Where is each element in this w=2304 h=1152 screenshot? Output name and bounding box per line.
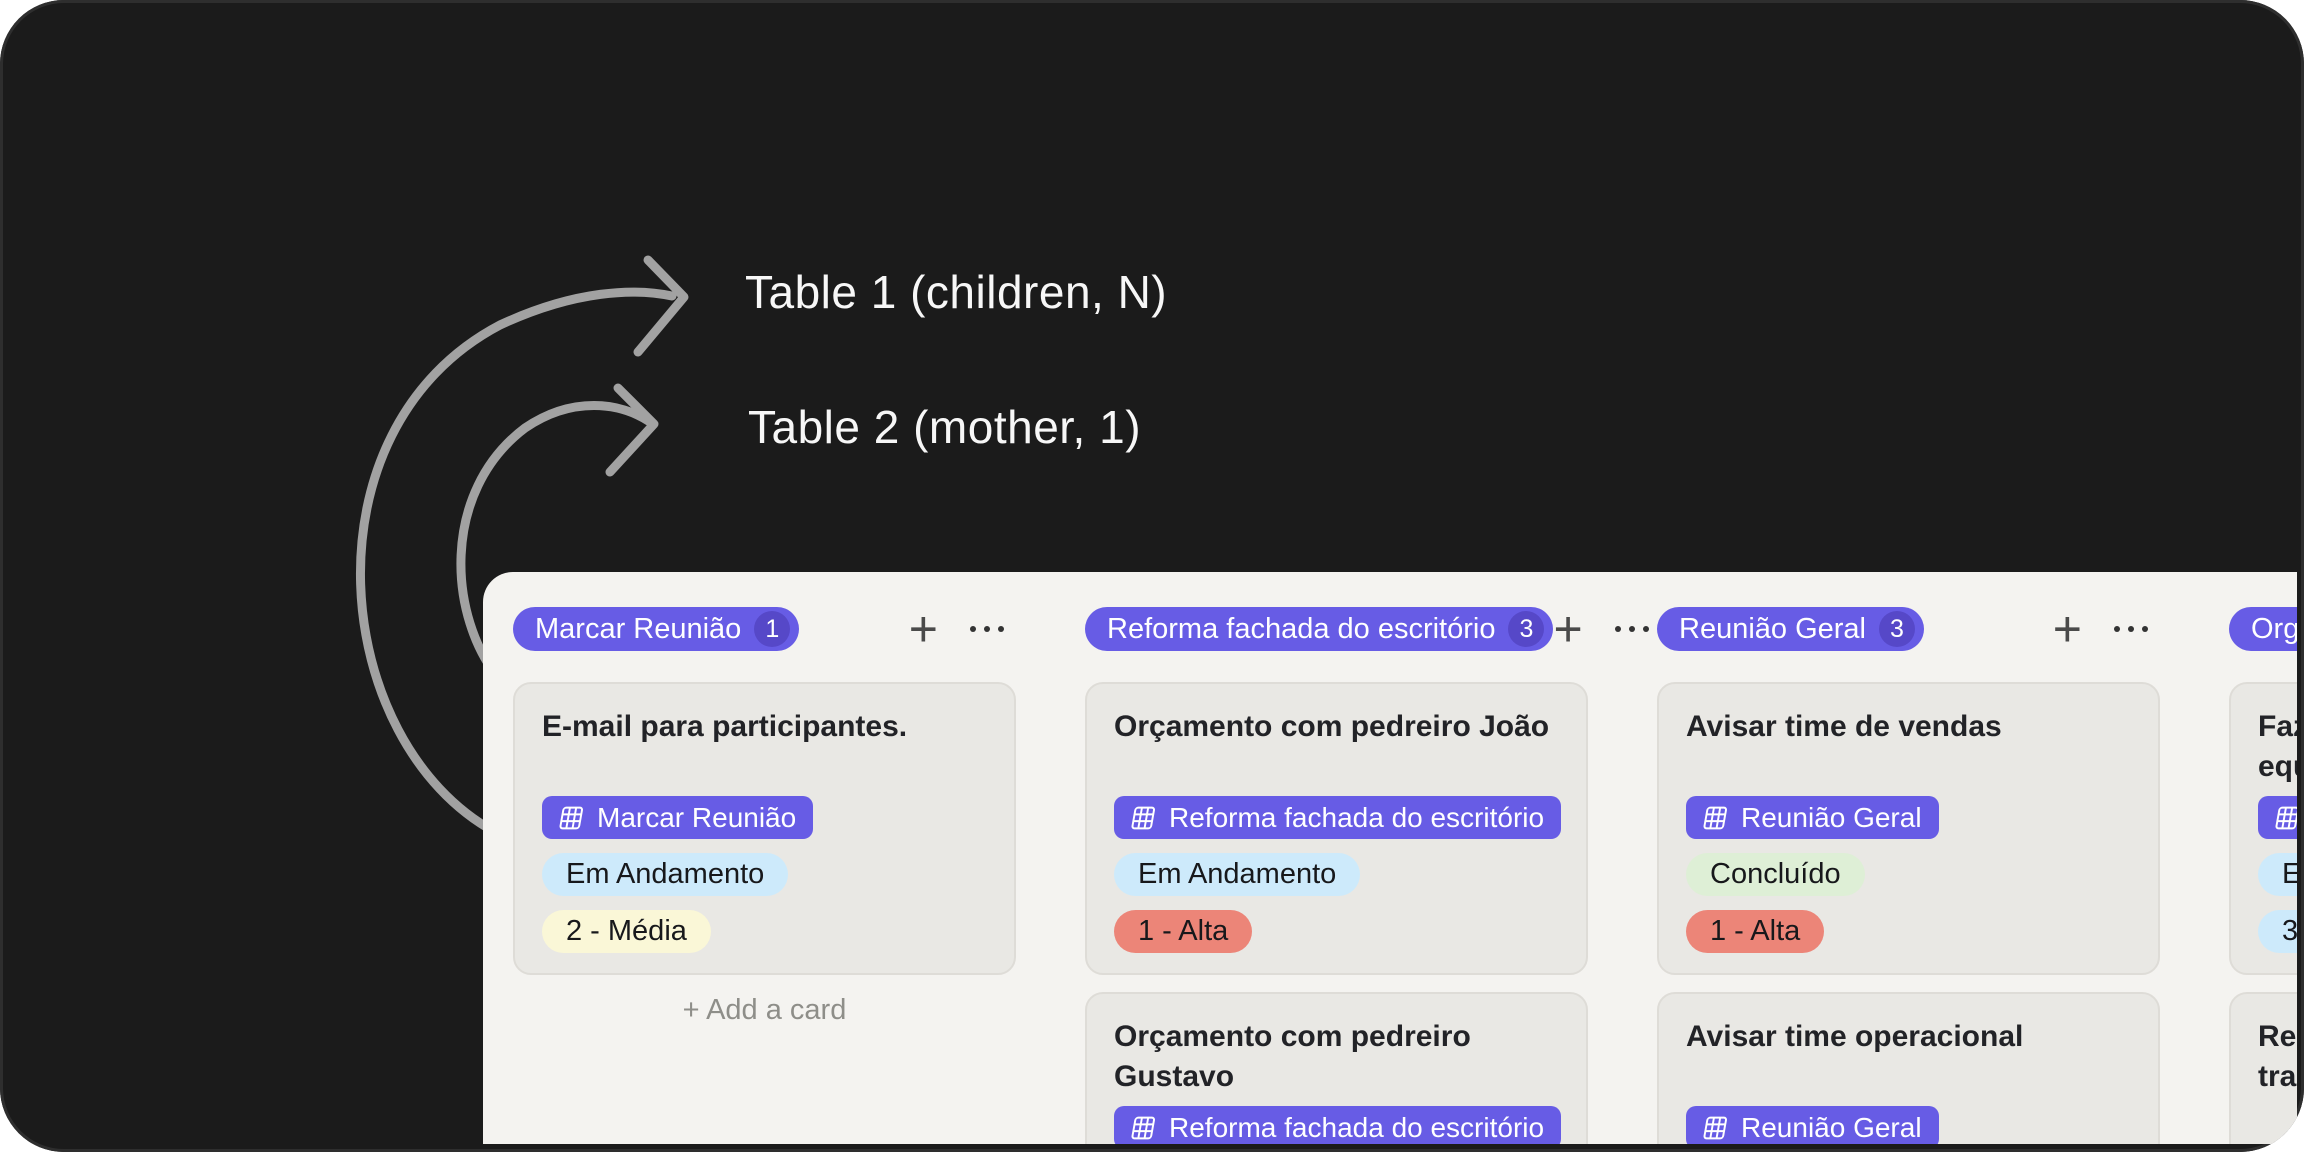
- kanban-column-reforma-fachada: Reforma fachada do escritório 3 + Orçame…: [1085, 601, 1649, 1144]
- kanban-column-organizar: Organizar + Fazer equipe: [2229, 607, 2297, 1144]
- card[interactable]: Avisar time de vendas Reunião Geral: [1657, 682, 2160, 975]
- priority-pill: 3 - Baixa: [2258, 910, 2297, 953]
- kanban-column-marcar-reuniao: Marcar Reunião 1 + E-mail para participa…: [513, 601, 1016, 1144]
- status-pill: Concluído: [1686, 853, 1865, 896]
- curved-arrow-1-head: [633, 255, 689, 357]
- card-title: Reorganizar trabalho: [2258, 1020, 2297, 1093]
- status-pill: Em Andamento: [2258, 853, 2297, 896]
- card-title: Avisar time de vendas: [1686, 710, 2002, 743]
- card-title: Fazer equipe: [2258, 710, 2297, 783]
- column-title: Reforma fachada do escritório: [1107, 612, 1496, 645]
- table-tag[interactable]: Reunião Geral: [1686, 796, 1939, 839]
- diagram-label-table2: Table 2 (mother, 1): [748, 401, 1142, 453]
- curved-arrow-1: [355, 287, 677, 837]
- kanban-column-reuniao-geral: Reunião Geral 3 + Avisar time de vendas: [1657, 601, 2160, 1144]
- add-card-icon[interactable]: +: [908, 601, 938, 657]
- column-header-pill[interactable]: Organizar: [2229, 607, 2297, 651]
- card-title: E-mail para participantes.: [542, 710, 908, 743]
- column-count-badge: 3: [1879, 611, 1915, 647]
- column-title: Organizar: [2251, 612, 2297, 645]
- card[interactable]: Orçamento com pedreiro João Reforma fach…: [1085, 682, 1588, 975]
- table-icon: [2275, 806, 2297, 830]
- diagram-label-table1: Table 1 (children, N): [745, 266, 1168, 318]
- table-icon: [1703, 806, 1728, 830]
- column-header-pill[interactable]: Marcar Reunião 1: [513, 607, 800, 651]
- column-header-pill[interactable]: Reunião Geral 3: [1657, 607, 1924, 651]
- status-pill: Em Andamento: [542, 853, 789, 896]
- column-menu-icon[interactable]: [2114, 626, 2148, 632]
- curved-arrow-2: [456, 401, 655, 685]
- card[interactable]: E-mail para participantes. Marcar Reuniã…: [513, 682, 1016, 975]
- card-title: Orçamento com pedreiro Gustavo: [1114, 1020, 1471, 1093]
- priority-pill: 1 - Alta: [1114, 910, 1253, 953]
- column-title: Reunião Geral: [1679, 612, 1866, 645]
- card-title: Avisar time operacional: [1686, 1020, 2024, 1053]
- priority-pill: 2 - Média: [542, 910, 711, 953]
- column-count-badge: 3: [1508, 611, 1545, 647]
- card-title: Orçamento com pedreiro João: [1114, 710, 1550, 743]
- priority-pill: 1 - Alta: [1686, 910, 1825, 953]
- table-tag[interactable]: Reforma fachada do escritório: [1114, 796, 1562, 839]
- table-icon: [1131, 1116, 1156, 1140]
- card[interactable]: Avisar time operacional Reunião Geral: [1657, 992, 2160, 1144]
- column-header-pill[interactable]: Reforma fachada do escritório 3: [1085, 607, 1554, 651]
- table-tag[interactable]: Reforma fachada do escritório: [1114, 1106, 1562, 1144]
- card[interactable]: Fazer equipe Organ: [2229, 682, 2297, 975]
- add-card-icon[interactable]: +: [1553, 601, 1583, 657]
- kanban-board: Marcar Reunião 1 + E-mail para participa…: [483, 572, 2297, 1144]
- table-icon: [1703, 1116, 1728, 1140]
- add-card-icon[interactable]: +: [2052, 601, 2082, 657]
- card[interactable]: Orçamento com pedreiro Gustavo Reforma f…: [1085, 992, 1588, 1144]
- table-icon: [1131, 806, 1156, 830]
- table-icon: [559, 806, 584, 830]
- add-card-button[interactable]: + Add a card: [682, 994, 847, 1026]
- status-pill: Em Andamento: [1114, 853, 1361, 896]
- table-tag[interactable]: Organizar: [2258, 796, 2297, 839]
- card[interactable]: Reorganizar trabalho: [2229, 992, 2297, 1144]
- table-tag[interactable]: Reunião Geral: [1686, 1106, 1939, 1144]
- table-tag[interactable]: Marcar Reunião: [542, 796, 814, 839]
- column-menu-icon[interactable]: [1614, 626, 1649, 632]
- column-count-badge: 1: [754, 611, 791, 647]
- curved-arrow-2-head: [605, 383, 659, 477]
- column-menu-icon[interactable]: [970, 626, 1004, 632]
- column-title: Marcar Reunião: [535, 612, 742, 645]
